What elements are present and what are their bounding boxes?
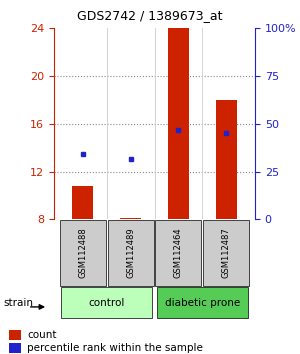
Bar xyxy=(61,287,152,318)
Bar xyxy=(108,220,154,286)
Bar xyxy=(203,220,249,286)
Bar xyxy=(157,287,248,318)
Bar xyxy=(155,220,201,286)
Text: diabetic prone: diabetic prone xyxy=(165,298,240,308)
Text: control: control xyxy=(88,298,125,308)
Bar xyxy=(215,100,237,219)
Text: GSM112489: GSM112489 xyxy=(126,228,135,279)
Bar xyxy=(168,28,189,219)
Text: count: count xyxy=(27,330,56,340)
Bar xyxy=(120,218,141,219)
Text: GSM112464: GSM112464 xyxy=(174,228,183,279)
Bar xyxy=(60,220,106,286)
Text: GSM112488: GSM112488 xyxy=(78,228,87,279)
Text: GSM112487: GSM112487 xyxy=(222,228,231,279)
Text: percentile rank within the sample: percentile rank within the sample xyxy=(27,343,203,353)
Bar xyxy=(72,186,94,219)
Text: GDS2742 / 1389673_at: GDS2742 / 1389673_at xyxy=(77,9,223,22)
Text: strain: strain xyxy=(3,298,33,308)
